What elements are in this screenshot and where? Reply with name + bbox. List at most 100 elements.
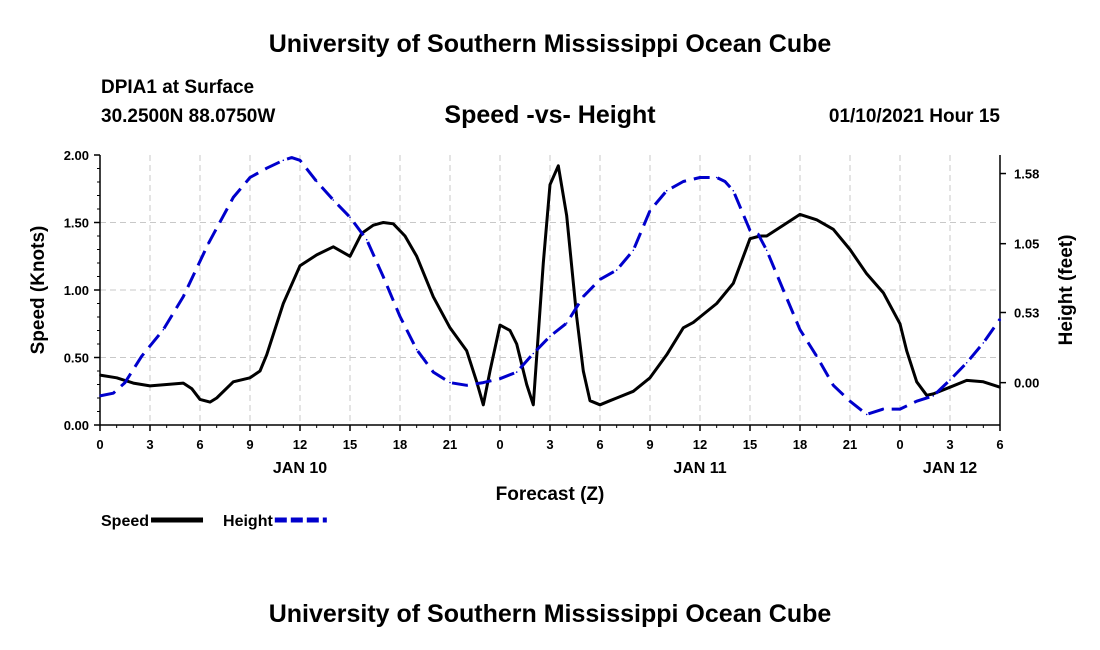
data-point-height	[665, 189, 668, 192]
data-point-height	[882, 408, 885, 410]
data-point-height	[582, 295, 585, 298]
data-point-height	[699, 176, 701, 179]
data-point-height	[282, 159, 285, 162]
data-point-height	[765, 249, 768, 252]
data-point-speed	[282, 302, 285, 305]
x-tick-label: 0	[896, 437, 903, 452]
data-point-speed	[482, 404, 485, 406]
data-point-height	[724, 180, 726, 183]
y-right-tick-label: 0.53	[1014, 306, 1039, 321]
data-point-speed	[465, 350, 468, 352]
data-point-height	[599, 278, 601, 281]
data-point-height	[832, 384, 835, 387]
data-point-speed	[565, 215, 568, 217]
data-point-height	[565, 322, 568, 324]
data-point-height	[932, 395, 935, 397]
data-point-height	[249, 176, 251, 179]
data-point-height	[140, 355, 143, 358]
x-tick-label: 6	[596, 437, 603, 452]
data-point-speed	[915, 381, 918, 383]
y-axis-right-title: Height (feet)	[1056, 235, 1077, 346]
data-point-speed	[382, 221, 385, 224]
data-point-height	[549, 335, 551, 338]
data-point-speed	[882, 291, 885, 294]
x-tick-label: 15	[343, 437, 357, 452]
data-point-height	[124, 381, 126, 384]
data-point-speed	[115, 377, 118, 379]
data-point-speed	[899, 323, 901, 325]
data-point-speed	[432, 296, 435, 298]
data-point-height	[482, 381, 485, 384]
x-tick-label: 21	[843, 437, 857, 452]
data-point-speed	[615, 397, 618, 399]
x-tick-label: 3	[146, 437, 153, 452]
data-point-height	[265, 167, 268, 169]
legend-label-speed: Speed	[101, 513, 149, 530]
data-point-speed	[149, 385, 151, 387]
data-point-height	[290, 156, 293, 159]
data-point-speed	[99, 374, 101, 376]
page-title-top: University of Southern Mississippi Ocean…	[268, 30, 832, 58]
data-point-height	[399, 315, 401, 318]
data-point-speed	[215, 397, 218, 399]
data-point-height	[315, 180, 318, 183]
data-point-height	[999, 318, 1001, 320]
data-point-height	[449, 381, 451, 384]
data-point-speed	[489, 370, 491, 372]
data-point-speed	[765, 235, 768, 237]
x-day-label: JAN 10	[273, 460, 327, 477]
y-right-tick-label: 1.05	[1014, 237, 1039, 252]
data-point-speed	[392, 223, 395, 225]
x-tick-label: 9	[646, 437, 653, 452]
data-point-height	[757, 233, 760, 236]
x-tick-label: 15	[743, 437, 757, 452]
data-point-speed	[692, 321, 695, 324]
data-point-speed	[415, 255, 418, 258]
data-point-height	[332, 199, 335, 201]
y-left-tick-label: 1.50	[64, 216, 89, 231]
data-point-height	[649, 209, 651, 212]
data-point-speed	[404, 235, 406, 237]
x-tick-label: 3	[546, 437, 553, 452]
data-point-speed	[349, 255, 351, 258]
data-point-speed	[925, 394, 928, 397]
data-point-height	[915, 400, 918, 403]
data-point-speed	[715, 302, 718, 305]
x-tick-label: 12	[293, 437, 307, 452]
data-point-height	[849, 400, 851, 403]
data-point-speed	[372, 224, 375, 226]
data-point-speed	[849, 248, 851, 251]
data-point-speed	[815, 219, 818, 221]
data-point-speed	[499, 324, 501, 326]
data-point-speed	[259, 370, 261, 372]
data-point-speed	[209, 401, 211, 403]
data-point-height	[415, 348, 418, 351]
chart-title: Speed -vs- Height	[444, 101, 656, 129]
data-point-speed	[649, 377, 651, 379]
data-point-speed	[905, 350, 908, 352]
x-tick-label: 18	[793, 437, 807, 452]
y-right-tick-label: 1.58	[1014, 167, 1039, 182]
data-point-height	[207, 242, 210, 245]
station-label: DPIA1 at Surface	[101, 77, 255, 98]
data-point-speed	[315, 254, 318, 256]
x-tick-label: 0	[96, 437, 103, 452]
x-tick-label: 3	[946, 437, 953, 452]
data-point-speed	[965, 379, 968, 382]
data-point-speed	[665, 354, 668, 356]
data-point-speed	[265, 354, 268, 356]
data-point-height	[782, 289, 785, 291]
data-point-speed	[525, 383, 528, 386]
data-point-height	[749, 229, 751, 232]
y-axis-left-title: Speed (Knots)	[28, 226, 49, 355]
data-point-speed	[599, 404, 601, 406]
data-point-height	[632, 249, 635, 252]
data-point-height	[432, 371, 435, 373]
data-point-speed	[782, 224, 785, 226]
x-tick-label: 21	[443, 437, 457, 452]
y-left-tick-label: 0.50	[64, 351, 89, 366]
data-point-speed	[449, 327, 451, 329]
series-line-height	[99, 156, 1002, 416]
data-point-speed	[732, 282, 735, 285]
